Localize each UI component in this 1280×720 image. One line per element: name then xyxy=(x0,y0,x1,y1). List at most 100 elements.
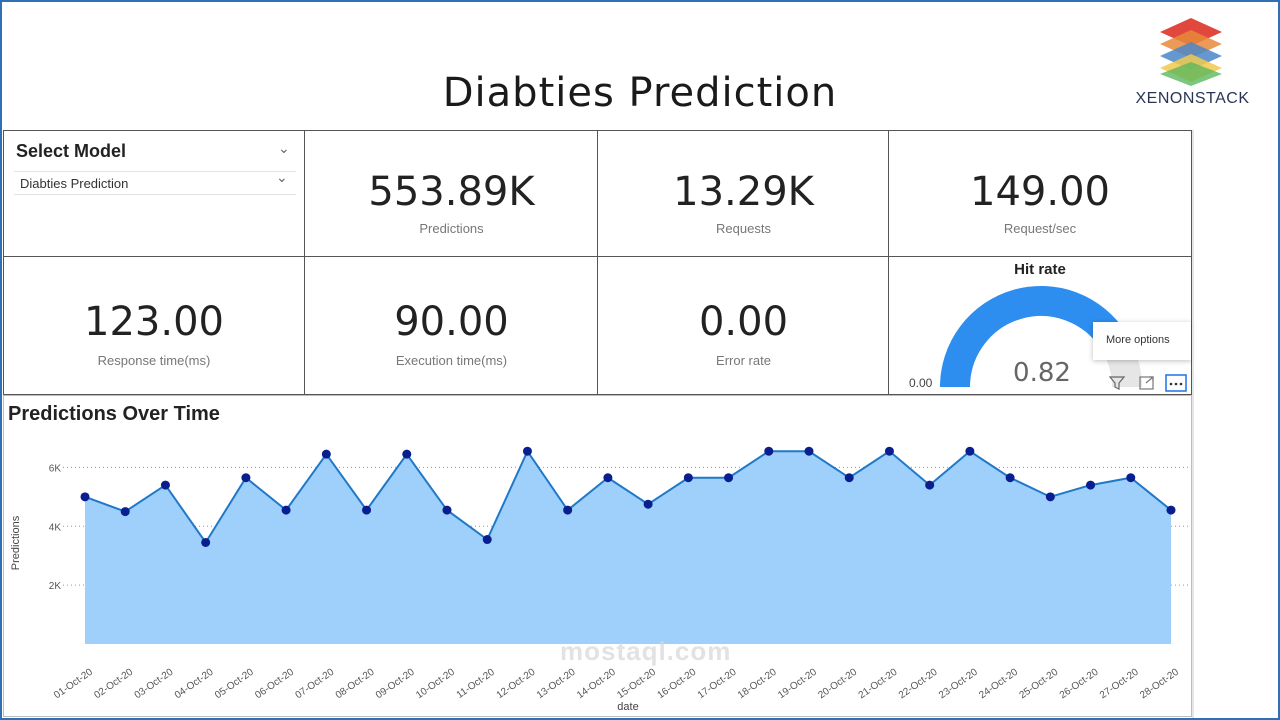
kpi-card-error-rate[interactable]: 0.00 Error rate xyxy=(597,256,890,395)
data-point xyxy=(522,446,532,456)
data-point xyxy=(402,449,412,459)
predictions-chart: 2K 4K 6K Predictions 01-Oct-2002-Oct-2003-Oc… xyxy=(10,446,1188,713)
x-tick-label: 25-Oct-20 xyxy=(1018,666,1061,701)
more-options-icon[interactable] xyxy=(1165,374,1187,392)
kpi-card-execution-time[interactable]: 90.00 Execution time(ms) xyxy=(304,256,599,395)
data-point xyxy=(281,505,291,515)
kpi-card-response-time[interactable]: 123.00 Response time(ms) xyxy=(3,256,305,395)
x-tick-label: 05-Oct-20 xyxy=(213,666,256,701)
xenonstack-logo: XENONSTACK xyxy=(1120,14,1265,114)
x-tick-label: 28-Oct-20 xyxy=(1138,666,1181,701)
x-tick-label: 01-Oct-20 xyxy=(52,666,95,701)
data-point xyxy=(442,505,452,515)
y-axis-label: Predictions xyxy=(10,515,22,570)
x-tick-label: 04-Oct-20 xyxy=(173,666,216,701)
x-tick-label: 13-Oct-20 xyxy=(535,666,578,701)
data-point xyxy=(764,446,774,456)
filter-icon[interactable] xyxy=(1108,376,1126,390)
data-point xyxy=(201,537,211,547)
data-point xyxy=(884,446,894,456)
selected-model: Diabties Prediction xyxy=(20,176,129,191)
kpi-value: 90.00 xyxy=(394,299,509,345)
kpi-label: Response time(ms) xyxy=(97,353,211,368)
x-tick-label: 10-Oct-20 xyxy=(414,666,457,701)
x-tick-label: 22-Oct-20 xyxy=(897,666,940,701)
data-point xyxy=(965,446,975,456)
more-options-tooltip: More options xyxy=(1093,322,1191,360)
chart-title: Predictions Over Time xyxy=(8,403,220,425)
data-point xyxy=(321,449,331,459)
gauge-title: Hit rate xyxy=(1014,261,1066,278)
data-point xyxy=(643,499,653,509)
brand-name: XENONSTACK xyxy=(1135,90,1250,107)
data-point xyxy=(1126,473,1136,483)
x-tick-label: 20-Oct-20 xyxy=(816,666,859,701)
data-point xyxy=(160,480,170,490)
kpi-card-predictions[interactable]: 553.89K Predictions xyxy=(304,130,599,257)
series-line xyxy=(84,449,1172,545)
slicer-title: Select Model xyxy=(16,141,127,161)
chevron-down-icon[interactable]: ⌄ xyxy=(276,170,288,186)
focus-mode-icon[interactable] xyxy=(1139,376,1154,390)
x-tick-label: 15-Oct-20 xyxy=(615,666,658,701)
data-point xyxy=(362,505,372,515)
model-slicer[interactable]: Select Model ⌄ Diabties Prediction ⌄ xyxy=(3,130,305,257)
kpi-value: 123.00 xyxy=(84,299,224,345)
x-tick-label: 16-Oct-20 xyxy=(656,666,699,701)
data-point xyxy=(724,473,734,483)
x-tick-label: 12-Oct-20 xyxy=(495,666,538,701)
x-tick-label: 18-Oct-20 xyxy=(736,666,779,701)
kpi-card-requests[interactable]: 13.29K Requests xyxy=(597,130,890,257)
canvas-divider xyxy=(1192,130,1194,718)
data-point xyxy=(603,473,613,483)
kpi-label: Predictions xyxy=(419,221,484,236)
kpi-label: Requests xyxy=(716,221,771,236)
x-tick-label: 08-Oct-20 xyxy=(334,666,377,701)
chevron-down-icon[interactable]: ⌄ xyxy=(278,141,290,157)
x-axis-label: date xyxy=(617,701,638,713)
kpi-card-request-rate[interactable]: 149.00 Request/sec xyxy=(888,130,1192,257)
layered-stack-icon xyxy=(1160,18,1222,86)
gauge-min-label: 0.00 xyxy=(909,376,933,390)
kpi-label: Execution time(ms) xyxy=(395,353,508,368)
x-tick-label: 09-Oct-20 xyxy=(374,666,417,701)
data-point xyxy=(563,505,573,515)
x-tick-label: 24-Oct-20 xyxy=(977,666,1020,701)
x-tick-label: 14-Oct-20 xyxy=(575,666,618,701)
data-point xyxy=(683,473,693,483)
x-tick-label: 19-Oct-20 xyxy=(776,666,819,701)
area-fill xyxy=(85,451,1171,644)
data-point xyxy=(120,507,130,517)
kpi-value: 149.00 xyxy=(970,169,1110,215)
gauge-fill xyxy=(940,286,1127,388)
data-point xyxy=(1086,480,1096,490)
y-tick-label: 6K xyxy=(49,463,62,474)
data-point xyxy=(925,480,935,490)
x-tick-label: 21-Oct-20 xyxy=(857,666,900,701)
data-point xyxy=(482,535,492,545)
visual-header xyxy=(1108,374,1187,392)
tooltip-label: More options xyxy=(1106,334,1170,346)
x-tick-label: 02-Oct-20 xyxy=(92,666,135,701)
watermark-text: mostaql.com xyxy=(560,636,732,666)
logo-layer xyxy=(1160,62,1222,86)
kpi-label: Error rate xyxy=(716,353,771,368)
data-point xyxy=(1045,492,1055,502)
data-point xyxy=(241,473,251,483)
x-tick-label: 03-Oct-20 xyxy=(133,666,176,701)
kpi-value: 0.00 xyxy=(698,299,789,345)
report-title: Diabties Prediction xyxy=(442,70,838,116)
x-tick-label: 27-Oct-20 xyxy=(1098,666,1141,701)
y-tick-label: 2K xyxy=(49,581,62,592)
x-tick-label: 06-Oct-20 xyxy=(253,666,296,701)
x-tick-label: 23-Oct-20 xyxy=(937,666,980,701)
y-tick-label: 4K xyxy=(49,522,62,533)
x-tick-label: 11-Oct-20 xyxy=(455,667,497,701)
x-tick-label: 07-Oct-20 xyxy=(294,666,337,701)
data-point xyxy=(80,492,90,502)
x-tick-label: 17-Oct-20 xyxy=(696,666,739,701)
kpi-value: 553.89K xyxy=(368,169,535,215)
data-point xyxy=(804,446,814,456)
model-dropdown[interactable]: Diabties Prediction ⌄ xyxy=(14,170,296,195)
